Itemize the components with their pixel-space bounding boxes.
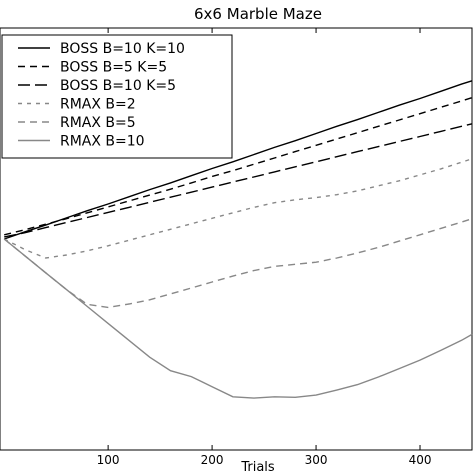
chart-title: 6x6 Marble Maze [194,5,322,23]
series-line-4 [3,158,473,259]
x-axis-label: Trials [240,460,275,474]
series-line-5 [3,218,473,309]
legend-label-4: RMAX B=2 [60,97,136,113]
x-tick-label: 200 [201,453,224,467]
series-line-6 [3,238,473,399]
series-line-3 [4,123,473,238]
legend-box [1,34,233,159]
series-line-1 [3,80,473,240]
x-tick-label: 400 [409,453,432,467]
legend-label-3: BOSS B=10 K=5 [60,78,176,94]
series-layer [3,80,473,399]
x-tick-label: 100 [97,453,120,467]
legend-label-6: RMAX B=10 [60,134,145,150]
legend-label-2: BOSS B=5 K=5 [60,60,167,76]
legend: BOSS B=10 K=10 BOSS B=5 K=5 BOSS B=10 K=5 R… [1,34,233,159]
plot-frame [0,27,473,451]
legend-label-1: BOSS B=10 K=10 [60,41,185,57]
x-axis-ticks: 100 200 300 400 [97,28,432,467]
x-tick-label: 300 [305,453,328,467]
legend-label-5: RMAX B=5 [60,115,136,131]
